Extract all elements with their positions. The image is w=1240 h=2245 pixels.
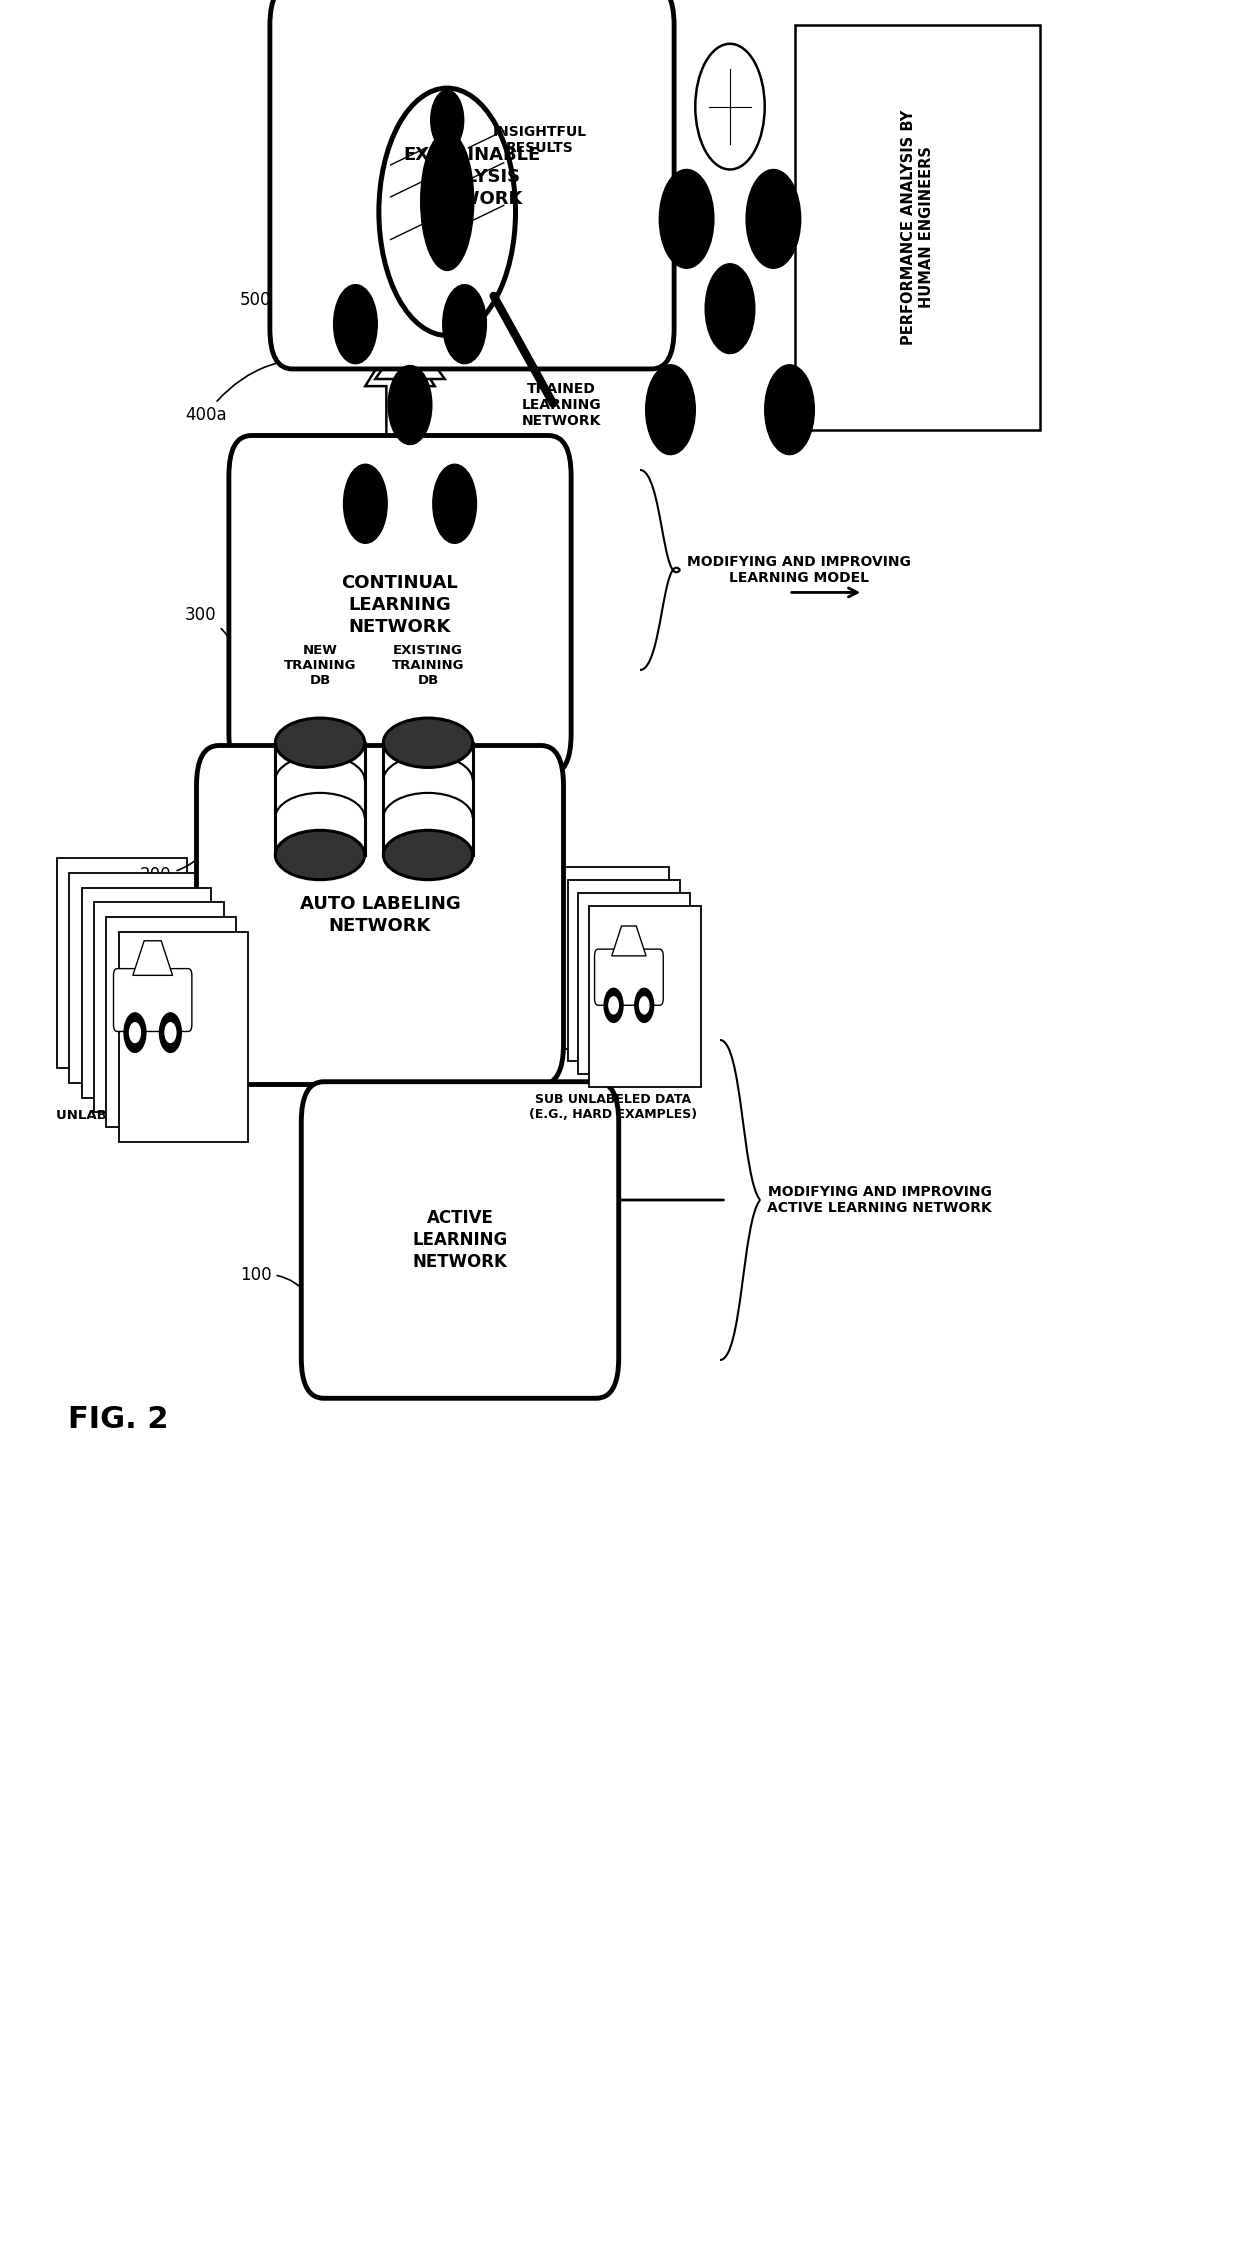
Text: INSIGHTFUL
RESULTS: INSIGHTFUL RESULTS (494, 126, 587, 155)
Bar (578, 894, 691, 1075)
Ellipse shape (383, 718, 472, 768)
Text: SUB UNLABELED DATA
(E.G., HARD EXAMPLES): SUB UNLABELED DATA (E.G., HARD EXAMPLES) (529, 1093, 697, 1120)
Bar (107, 918, 236, 1127)
Bar (94, 902, 223, 1114)
FancyBboxPatch shape (229, 436, 572, 775)
Circle shape (129, 1024, 140, 1042)
Circle shape (746, 168, 801, 267)
Text: ACTIVE
LEARNING
NETWORK: ACTIVE LEARNING NETWORK (413, 1208, 507, 1271)
Bar (557, 867, 668, 1048)
Polygon shape (393, 721, 463, 855)
Bar (589, 905, 701, 1087)
Circle shape (635, 988, 653, 1021)
Text: FIG. 2: FIG. 2 (68, 1405, 169, 1435)
Text: EXPLAINABLE
ANALYSIS
NETWORK: EXPLAINABLE ANALYSIS NETWORK (403, 146, 541, 209)
Ellipse shape (275, 831, 365, 880)
FancyBboxPatch shape (301, 1082, 619, 1399)
Ellipse shape (420, 132, 474, 269)
Bar (69, 873, 200, 1082)
Bar (795, 25, 1040, 431)
Text: 1000: 1000 (150, 925, 206, 977)
Circle shape (379, 88, 516, 335)
Bar (383, 743, 472, 855)
Circle shape (640, 997, 649, 1015)
Circle shape (334, 285, 377, 364)
Circle shape (343, 465, 387, 543)
Circle shape (646, 364, 696, 453)
Circle shape (388, 366, 432, 445)
Bar (119, 932, 248, 1143)
Bar (82, 887, 211, 1098)
Text: AUTO LABELING
NETWORK: AUTO LABELING NETWORK (300, 896, 460, 936)
Text: EXISTING
TRAINING
DB: EXISTING TRAINING DB (392, 644, 464, 687)
Text: 300: 300 (185, 606, 238, 667)
Polygon shape (611, 925, 646, 956)
Circle shape (765, 364, 815, 453)
Circle shape (706, 263, 755, 352)
Text: 400a: 400a (185, 359, 332, 424)
FancyBboxPatch shape (270, 0, 675, 368)
Circle shape (430, 90, 464, 150)
Polygon shape (215, 907, 218, 1019)
Circle shape (124, 1012, 146, 1053)
Polygon shape (366, 330, 435, 721)
Polygon shape (376, 330, 445, 469)
Polygon shape (285, 721, 355, 855)
Circle shape (165, 1024, 176, 1042)
Circle shape (604, 988, 622, 1021)
Circle shape (609, 997, 619, 1015)
Ellipse shape (275, 718, 365, 768)
Text: PERFORMANCE ANALYSIS BY
HUMAN ENGINEERS: PERFORMANCE ANALYSIS BY HUMAN ENGINEERS (901, 110, 934, 346)
Ellipse shape (383, 831, 472, 880)
FancyBboxPatch shape (114, 968, 192, 1030)
Text: TRAINED
LEARNING
NETWORK: TRAINED LEARNING NETWORK (522, 382, 601, 429)
Polygon shape (305, 871, 374, 1039)
Text: CONTINUAL
LEARNING
NETWORK: CONTINUAL LEARNING NETWORK (342, 575, 459, 635)
Circle shape (696, 43, 765, 168)
Polygon shape (133, 941, 172, 974)
Circle shape (660, 168, 714, 267)
Text: MODIFYING AND IMPROVING
LEARNING MODEL: MODIFYING AND IMPROVING LEARNING MODEL (687, 555, 911, 586)
Text: MODIFYING AND IMPROVING
ACTIVE LEARNING NETWORK: MODIFYING AND IMPROVING ACTIVE LEARNING … (768, 1185, 992, 1215)
Bar (568, 880, 680, 1062)
FancyBboxPatch shape (196, 745, 563, 1084)
Polygon shape (575, 148, 650, 260)
Text: NEW
TRAINING
DB: NEW TRAINING DB (284, 644, 356, 687)
Bar (275, 743, 365, 855)
FancyBboxPatch shape (594, 950, 663, 1006)
Text: UNLABELED DATA: UNLABELED DATA (56, 1109, 188, 1122)
Circle shape (433, 465, 476, 543)
Polygon shape (532, 902, 541, 1015)
Text: 500: 500 (241, 292, 278, 310)
Text: 200: 200 (140, 853, 205, 885)
Circle shape (160, 1012, 181, 1053)
Polygon shape (425, 1060, 495, 1360)
Text: 100: 100 (241, 1266, 310, 1298)
Circle shape (443, 285, 486, 364)
Bar (57, 858, 187, 1069)
